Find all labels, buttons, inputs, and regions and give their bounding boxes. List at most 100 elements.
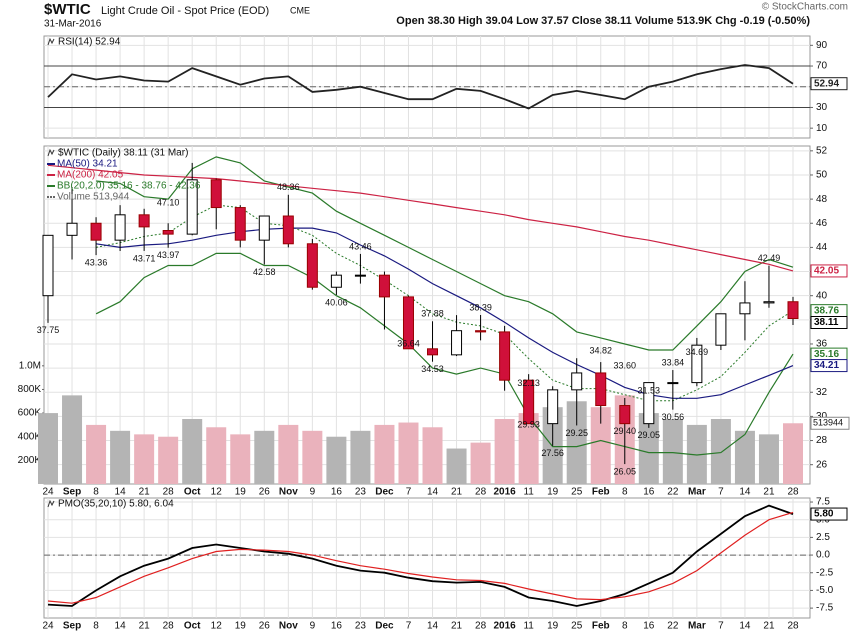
x-tick-label: Dec — [375, 487, 394, 498]
x-tick-label: Mar — [688, 621, 706, 632]
candle-body — [451, 330, 463, 356]
y-tick-label: 36 — [816, 339, 828, 350]
candle-body — [330, 274, 342, 288]
price-annotation: 33.60 — [614, 360, 637, 370]
price-annotation: 43.97 — [157, 250, 180, 260]
y-tick-label: -5.0 — [816, 585, 834, 596]
price-annotation: 36.64 — [397, 339, 420, 349]
volume-bar — [230, 434, 251, 484]
price-annotation: 32.13 — [517, 378, 540, 388]
volume-bar — [38, 413, 58, 484]
value-box-label: 5.80 — [814, 509, 834, 520]
y-tick-label: 44 — [816, 242, 828, 253]
y-tick-label: 30 — [816, 411, 828, 422]
legend-entry: MA(50) 34.21 — [57, 159, 118, 170]
x-tick-label: 28 — [163, 487, 175, 498]
x-tick-label: Sep — [63, 487, 81, 498]
instrument-name: Light Crude Oil - Spot Price (EOD) — [101, 5, 269, 17]
candle-body — [619, 405, 631, 425]
candle-body — [547, 389, 559, 425]
x-tick-label: 21 — [763, 487, 775, 498]
volume-bar — [398, 422, 419, 484]
x-tick-label: 22 — [667, 487, 679, 498]
x-tick-label: 21 — [451, 621, 463, 632]
exchange: CME — [290, 5, 310, 15]
legend-icon — [47, 148, 55, 157]
panel-title: PMO(35,20,10) 5.80, 6.04 — [58, 499, 174, 510]
volume-bar — [422, 427, 443, 484]
x-tick-label: 2016 — [493, 621, 516, 632]
candle-body — [306, 243, 318, 288]
candle-body — [691, 344, 703, 384]
x-tick-label: 14 — [115, 487, 127, 498]
candle-body — [475, 330, 487, 333]
volume-bar — [446, 448, 467, 484]
volume-bar — [158, 436, 179, 484]
x-tick-label: 24 — [42, 487, 54, 498]
y-tick-label: 48 — [816, 194, 828, 205]
y-tick-label: -2.5 — [816, 567, 834, 578]
candle-body — [499, 331, 511, 381]
line — [47, 504, 794, 607]
candle-body — [162, 230, 174, 235]
panel — [43, 497, 811, 619]
price-annotation: 31.53 — [638, 385, 661, 395]
value-box — [810, 507, 848, 521]
y-tick-label: 30 — [816, 102, 828, 113]
x-tick-label: 28 — [475, 621, 487, 632]
x-tick-label: Oct — [184, 621, 201, 632]
candle-body — [282, 215, 294, 245]
volume-bar — [758, 434, 779, 484]
volume-bar — [710, 419, 731, 484]
volume-tick-label: 200K — [18, 455, 42, 466]
y-tick-label: 52 — [816, 145, 828, 156]
candle-body — [427, 348, 439, 356]
x-tick-label: 24 — [42, 621, 54, 632]
x-tick-label: 11 — [523, 621, 534, 632]
volume-bar — [182, 419, 203, 484]
y-tick-label: -7.5 — [816, 603, 834, 614]
price-annotation: 29.93 — [517, 420, 540, 430]
volume-bar — [470, 442, 491, 484]
x-tick-label: 19 — [235, 487, 247, 498]
price-annotation: 26.05 — [614, 466, 637, 476]
value-box — [810, 416, 850, 430]
volume-bar — [590, 407, 611, 484]
x-tick-label: 16 — [331, 487, 343, 498]
moving-average — [96, 227, 794, 399]
symbol: $WTIC — [44, 1, 91, 18]
volume-bar — [134, 434, 155, 484]
x-tick-label: 19 — [547, 487, 559, 498]
value-box — [810, 316, 848, 330]
x-tick-label: 23 — [355, 621, 367, 632]
price-annotation: 29.25 — [565, 428, 588, 438]
value-box — [810, 77, 848, 91]
x-tick-label: 12 — [211, 487, 223, 498]
candle-body — [763, 301, 775, 304]
candle-body — [66, 222, 78, 236]
candle-body — [571, 372, 583, 391]
candle-body — [787, 301, 799, 320]
y-tick-label: 70 — [816, 61, 828, 72]
price-annotation: 47.10 — [157, 197, 180, 207]
volume-bar — [326, 436, 347, 484]
date: 31-Mar-2016 — [44, 19, 102, 30]
candle-body — [739, 302, 751, 315]
y-tick-label: 2.5 — [816, 532, 830, 543]
y-tick-label: 10 — [816, 123, 828, 134]
volume-bar — [374, 424, 395, 484]
price-annotation: 29.40 — [614, 426, 637, 436]
candle-body — [643, 382, 655, 425]
price-annotation: 34.53 — [421, 364, 444, 374]
price-annotation: 34.69 — [686, 347, 709, 357]
x-tick-label: 7 — [406, 621, 412, 632]
candle-body — [234, 207, 246, 241]
value-box-label: 34.21 — [814, 360, 839, 371]
value-box-label: 38.76 — [814, 305, 839, 316]
price-annotation: 42.58 — [253, 267, 276, 277]
quote: Open 38.30 High 39.04 Low 37.57 Close 38… — [396, 15, 810, 27]
x-tick-label: 11 — [523, 487, 534, 498]
legend-entry: MA(200) 42.05 — [57, 170, 124, 181]
x-tick-label: 2016 — [493, 487, 516, 498]
volume-bar — [518, 413, 539, 484]
